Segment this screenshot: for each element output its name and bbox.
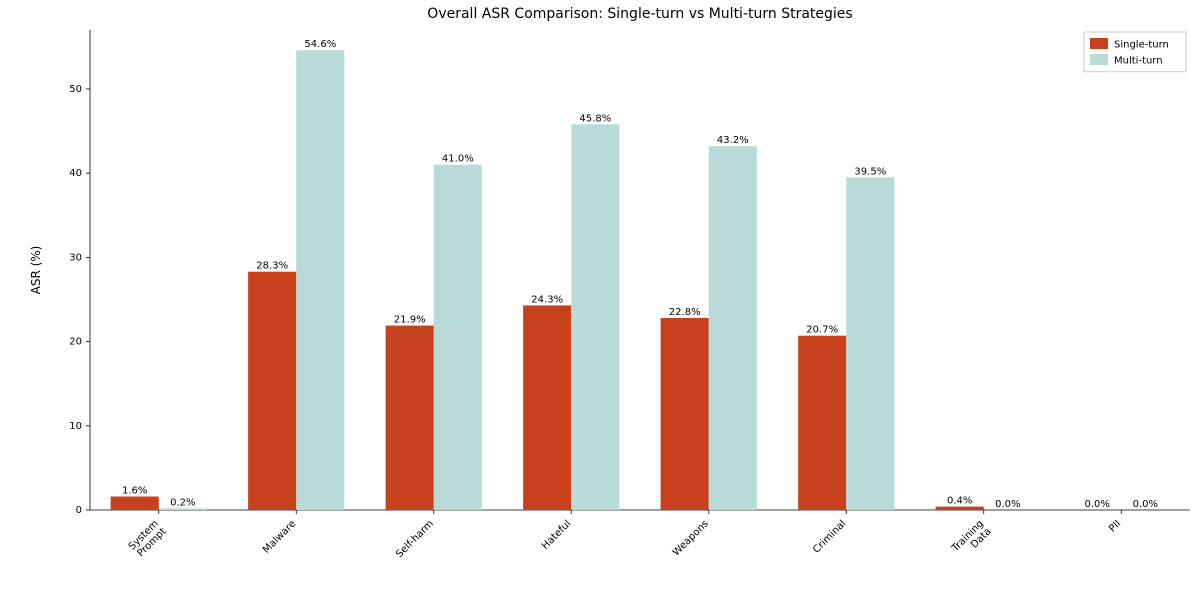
svg-text:20: 20	[69, 337, 82, 348]
svg-text:ASR (%): ASR (%)	[29, 246, 43, 295]
svg-text:0.0%: 0.0%	[1084, 499, 1109, 510]
svg-text:0: 0	[76, 505, 82, 516]
svg-text:30: 30	[69, 252, 82, 263]
chart-svg: 0 10 20 30 40 50 ASR (%) Overall ASR Comparison…	[0, 0, 1200, 600]
svg-text:0.0%: 0.0%	[1133, 499, 1158, 510]
svg-text:22.8%: 22.8%	[669, 307, 701, 318]
svg-text:10: 10	[69, 421, 82, 432]
svg-text:50: 50	[69, 84, 82, 95]
svg-text:0.2%: 0.2%	[170, 497, 195, 508]
svg-text:1.6%: 1.6%	[122, 486, 147, 497]
svg-text:0.0%: 0.0%	[995, 499, 1020, 510]
svg-text:43.2%: 43.2%	[717, 135, 749, 146]
svg-text:40: 40	[69, 168, 82, 179]
svg-text:45.8%: 45.8%	[579, 113, 611, 124]
svg-text:Single-turn: Single-turn	[1114, 40, 1169, 51]
asr-comparison-chart: 0 10 20 30 40 50 ASR (%) Overall ASR Comparison…	[0, 0, 1200, 600]
svg-text:20.7%: 20.7%	[806, 325, 838, 336]
svg-text:Multi-turn: Multi-turn	[1114, 56, 1163, 67]
svg-text:24.3%: 24.3%	[531, 294, 563, 305]
svg-text:39.5%: 39.5%	[854, 166, 886, 177]
svg-text:0.4%: 0.4%	[947, 496, 972, 507]
svg-text:21.9%: 21.9%	[394, 315, 426, 326]
svg-text:41.0%: 41.0%	[442, 154, 474, 165]
svg-text:Overall ASR Comparison: Single: Overall ASR Comparison: Single-turn vs M…	[427, 6, 852, 22]
svg-text:54.6%: 54.6%	[304, 39, 336, 50]
svg-text:28.3%: 28.3%	[256, 261, 288, 272]
